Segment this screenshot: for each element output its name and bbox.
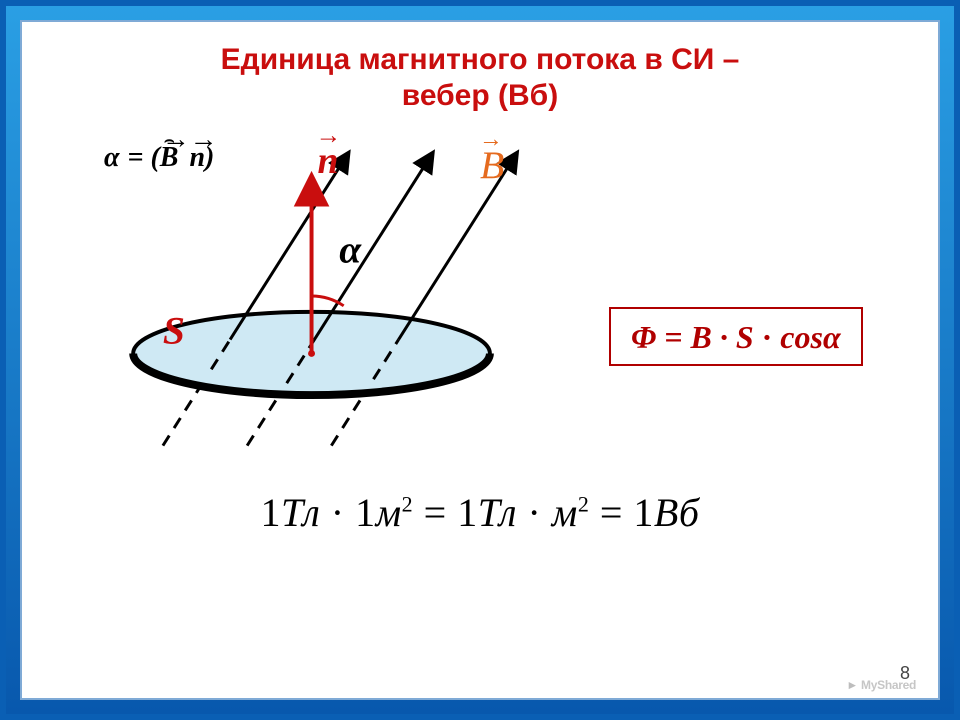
slide-frame: Единица магнитного потока в СИ – вебер (…	[0, 0, 960, 720]
diagram-area: α = (B→ n→) ⌢ n→αB→S Φ = B · S · cosα	[44, 122, 916, 467]
exp2: 2	[578, 492, 590, 517]
svg-text:→: →	[479, 126, 503, 152]
flux-formula-box: Φ = B · S · cosα	[609, 307, 863, 366]
flux-formula: Φ = B · S · cosα	[631, 319, 841, 355]
exp1: 2	[402, 492, 414, 517]
svg-text:α: α	[339, 227, 362, 271]
watermark: ► MyShared	[846, 678, 916, 692]
diagram-svg: n→αB→S	[44, 122, 916, 467]
svg-text:S: S	[163, 309, 185, 353]
slide-title: Единица магнитного потока в СИ – вебер (…	[44, 42, 916, 114]
svg-text:→: →	[316, 122, 342, 149]
slide-content: Единица магнитного потока в СИ – вебер (…	[20, 20, 940, 700]
title-line-2: вебер (Вб)	[402, 79, 558, 112]
unit-equation: 1Тл · 1м2 = 1Тл · м2 = 1Вб	[44, 489, 916, 536]
title-line-1: Единица магнитного потока в СИ –	[221, 43, 740, 76]
